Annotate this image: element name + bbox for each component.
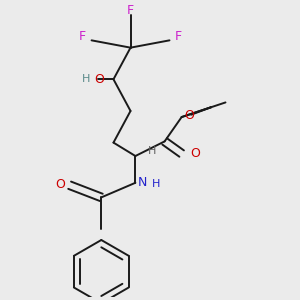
- Text: O: O: [94, 73, 104, 86]
- Text: H: H: [148, 146, 156, 156]
- Text: O: O: [184, 109, 194, 122]
- Text: H: H: [152, 179, 160, 189]
- Text: F: F: [175, 30, 182, 43]
- Text: N: N: [137, 176, 147, 189]
- Text: H: H: [82, 74, 90, 84]
- Text: O: O: [56, 178, 65, 191]
- Text: O: O: [190, 147, 200, 160]
- Text: F: F: [127, 4, 134, 17]
- Text: F: F: [78, 30, 85, 43]
